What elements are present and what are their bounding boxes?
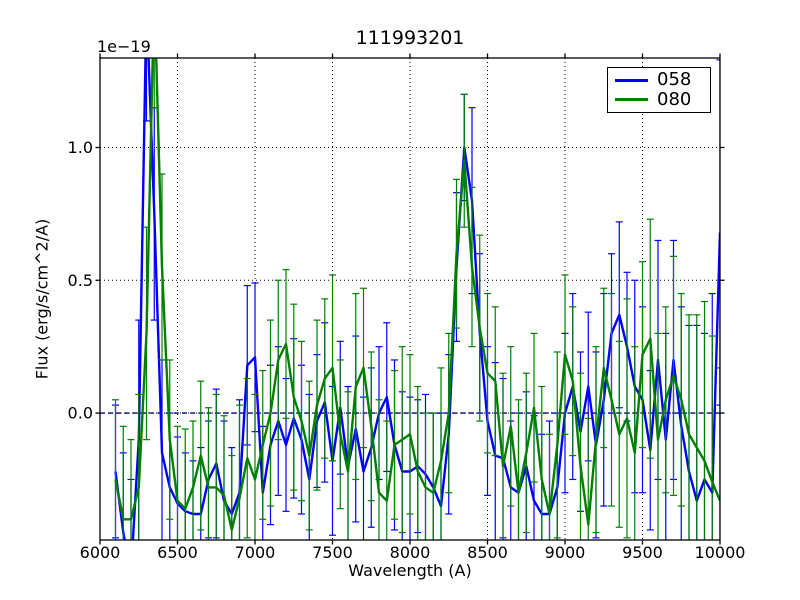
- x-tick-label: 9500: [622, 543, 663, 562]
- x-axis-label: Wavelength (A): [348, 561, 472, 580]
- ticks: [95, 53, 725, 545]
- y-axis-label: Flux (erg/s/cm^2/A): [32, 218, 52, 380]
- x-tick-label: 6500: [157, 543, 198, 562]
- y-tick-label: 1.0: [68, 138, 93, 157]
- x-tick-label: 9000: [545, 543, 586, 562]
- y-tick-label: 0.0: [68, 404, 93, 423]
- y-tick-label: 0.5: [68, 271, 93, 290]
- x-tick-label: 8000: [390, 543, 431, 562]
- legend-line-sample-blue: [615, 78, 648, 83]
- chart-title: 111993201: [355, 27, 465, 49]
- legend-label-058: 058: [657, 69, 692, 91]
- legend-label-080: 080: [657, 88, 692, 110]
- spectrum-line-080: [114, 58, 720, 532]
- x-tick-label: 8500: [467, 543, 508, 562]
- legend: 058 080: [607, 67, 711, 113]
- y-axis-offset-text: 1e−19: [97, 37, 151, 56]
- legend-item-058: 058: [615, 71, 703, 89]
- x-tick-label: 6000: [80, 543, 121, 562]
- x-tick-label: 7500: [312, 543, 353, 562]
- legend-item-080: 080: [615, 88, 703, 110]
- x-tick-label: 10000: [695, 543, 746, 562]
- x-tick-label: 7000: [235, 543, 276, 562]
- series-group-080: [112, 58, 720, 540]
- legend-line-sample-green: [615, 97, 648, 102]
- tick-labels: 6000 6500 7000 7500 8000 8500 9000 9500 10000 0.0…: [68, 138, 746, 562]
